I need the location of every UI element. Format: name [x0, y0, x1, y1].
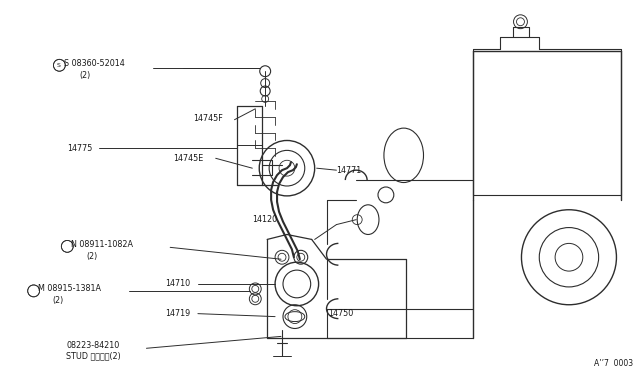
Text: (2): (2) [79, 71, 90, 80]
Text: (2): (2) [86, 252, 97, 261]
Text: S 08360-52014: S 08360-52014 [64, 59, 125, 68]
Text: 14771: 14771 [337, 166, 362, 175]
Text: 14719: 14719 [165, 309, 191, 318]
Text: 14710: 14710 [165, 279, 190, 288]
Text: N 08911-1082A: N 08911-1082A [71, 240, 133, 249]
Text: 14750: 14750 [328, 309, 354, 318]
Text: A’’7  0003: A’’7 0003 [594, 359, 633, 368]
Text: 14745F: 14745F [193, 114, 223, 123]
Text: M 08915-1381A: M 08915-1381A [38, 285, 100, 294]
Text: 14775: 14775 [67, 144, 93, 153]
Text: 14745E: 14745E [173, 154, 204, 163]
Text: 14120: 14120 [252, 215, 278, 224]
Text: 08223-84210: 08223-84210 [67, 341, 120, 350]
Text: STUD スタッド(2): STUD スタッド(2) [67, 352, 121, 361]
Text: (2): (2) [52, 296, 64, 305]
Text: S: S [56, 63, 60, 68]
